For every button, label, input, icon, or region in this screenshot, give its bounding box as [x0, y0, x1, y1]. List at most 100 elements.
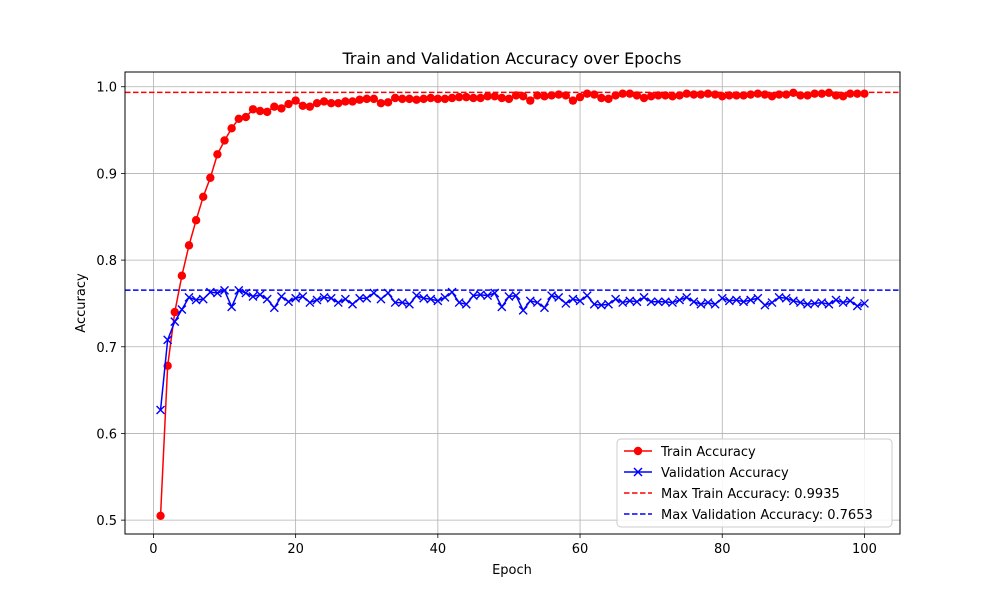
train-data-point — [220, 136, 229, 145]
validation-data-point — [454, 298, 464, 308]
train-data-point — [305, 102, 315, 111]
train-data-point — [227, 124, 236, 133]
train-data-point — [334, 99, 343, 108]
train-data-point — [341, 97, 350, 106]
validation-data-point — [298, 292, 308, 301]
validation-data-point — [831, 295, 841, 305]
train-data-point — [561, 91, 571, 100]
validation-data-point — [404, 299, 414, 309]
train-data-point — [611, 91, 620, 100]
train-data-point — [469, 93, 478, 103]
validation-data-point — [426, 294, 436, 304]
validation-data-point — [760, 300, 770, 310]
train-data-point — [326, 99, 336, 108]
y-tick-label: 0.5 — [96, 514, 117, 529]
train-data-point — [632, 91, 642, 100]
validation-data-point — [696, 299, 706, 309]
legend-box — [616, 438, 893, 528]
train-data-point — [476, 93, 485, 103]
validation-accuracy-line — [159, 289, 865, 411]
train-data-point — [447, 93, 457, 103]
validation-data-point — [575, 296, 585, 306]
train-data-point — [767, 92, 777, 101]
validation-data-point — [369, 288, 379, 298]
train-data-point — [860, 89, 869, 98]
validation-data-point — [653, 297, 663, 307]
y-tick-label: 0.8 — [96, 254, 117, 269]
train-data-point — [369, 94, 379, 104]
train-data-point — [853, 89, 862, 98]
validation-data-point — [632, 297, 642, 307]
legend-entry-max-validation: Max Validation Accuracy: 0.7653 — [624, 508, 873, 523]
validation-data-point — [817, 298, 827, 308]
validation-data-point — [561, 298, 571, 308]
validation-data-point — [490, 288, 500, 298]
train-data-point — [753, 89, 762, 98]
validation-data-point — [355, 293, 365, 303]
train-data-point — [376, 99, 386, 108]
train-data-point — [248, 105, 258, 114]
train-data-point — [725, 91, 734, 100]
train-data-point — [689, 90, 699, 99]
validation-data-point — [689, 297, 699, 307]
legend-train-label: Train Accuracy — [660, 445, 756, 460]
validation-data-point — [703, 298, 713, 308]
validation-data-point — [383, 288, 393, 298]
validation-accuracy-series — [156, 285, 869, 415]
validation-data-point — [611, 294, 621, 304]
validation-data-point — [156, 405, 166, 415]
y-tick-label: 1.0 — [96, 81, 117, 96]
y-tick-label: 0.6 — [96, 427, 117, 442]
train-data-point — [398, 94, 407, 104]
validation-data-point — [518, 305, 528, 315]
validation-data-point — [540, 303, 549, 313]
validation-data-point — [603, 299, 613, 309]
train-data-point — [426, 93, 435, 103]
train-data-point — [355, 95, 364, 104]
train-data-point — [604, 94, 613, 104]
train-data-point — [625, 89, 635, 98]
train-data-point — [590, 90, 599, 99]
train-data-point — [696, 90, 706, 99]
train-data-point — [675, 91, 684, 100]
validation-data-point — [362, 293, 372, 303]
y-tick-label: 0.9 — [96, 167, 117, 182]
validation-data-point — [234, 285, 244, 295]
legend-max-validation-label: Max Validation Accuracy: 0.7653 — [661, 508, 873, 523]
train-data-point — [703, 89, 713, 98]
train-data-point — [191, 216, 201, 225]
train-data-point — [177, 271, 187, 280]
y-axis-ticks: 0.5 0.6 0.7 0.8 0.9 1.0 — [96, 81, 125, 529]
validation-data-point — [824, 299, 834, 309]
train-data-point — [184, 241, 194, 250]
validation-data-point — [838, 298, 848, 308]
validation-data-point — [390, 298, 400, 308]
train-data-point — [319, 97, 329, 106]
validation-data-point — [333, 298, 343, 308]
validation-data-point — [788, 296, 798, 306]
train-data-point — [270, 102, 279, 111]
data-series — [156, 88, 869, 520]
train-data-point — [440, 94, 450, 104]
validation-data-point — [397, 298, 407, 308]
train-data-point — [263, 107, 272, 117]
train-data-point — [518, 92, 528, 101]
validation-data-point — [859, 298, 869, 308]
plot-frame — [124, 71, 901, 535]
x-tick-label: 0 — [149, 542, 157, 557]
train-data-point — [497, 93, 507, 103]
train-data-point — [156, 511, 165, 520]
legend-validation-marker — [633, 467, 643, 477]
validation-data-point — [739, 297, 749, 307]
train-data-point — [277, 104, 286, 113]
train-data-point — [526, 96, 535, 105]
train-data-point — [618, 89, 627, 98]
train-data-point — [419, 94, 428, 104]
validation-data-point — [198, 294, 208, 304]
legend: Train Accuracy Validation Accuracy Max T… — [616, 438, 893, 528]
train-data-point — [454, 92, 464, 102]
validation-data-point — [170, 317, 180, 327]
train-data-point — [284, 99, 293, 109]
validation-data-point — [291, 293, 301, 303]
train-data-point — [639, 93, 649, 103]
